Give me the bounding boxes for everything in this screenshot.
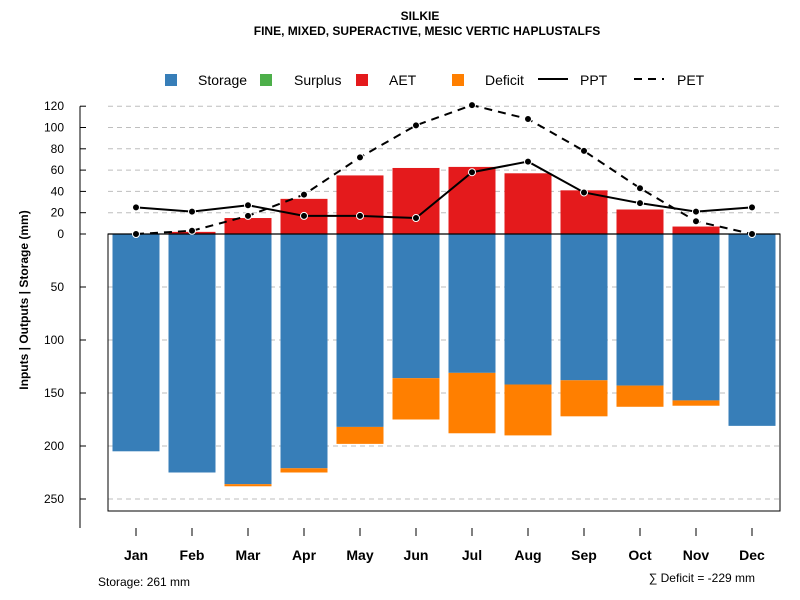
y-tick-label: 100 [44, 121, 64, 135]
aet-bar [392, 167, 440, 234]
y-tick-label: 250 [44, 492, 64, 506]
storage-bar [280, 234, 328, 469]
chart-subtitle: FINE, MIXED, SUPERACTIVE, MESIC VERTIC H… [254, 24, 600, 38]
aet-bar [616, 209, 664, 234]
storage-bar [616, 234, 664, 386]
ppt-point [524, 157, 532, 166]
ppt-point [132, 203, 140, 212]
x-tick-label-oct: Oct [628, 547, 652, 563]
x-tick-label-apr: Apr [292, 547, 317, 563]
x-tick-label-nov: Nov [683, 547, 710, 563]
deficit-bar [280, 468, 328, 473]
aet-bar [448, 166, 496, 234]
x-tick-label-mar: Mar [236, 547, 261, 563]
ppt-point [636, 199, 644, 208]
y-tick-label: 20 [51, 206, 65, 220]
storage-bar [560, 234, 608, 381]
x-tick-label-aug: Aug [514, 547, 541, 563]
storage-bar [728, 234, 776, 426]
deficit-bar [336, 426, 384, 444]
chart-title: SILKIE [401, 9, 440, 23]
x-tick-label-dec: Dec [739, 547, 765, 563]
y-tick-label: 200 [44, 439, 64, 453]
legend-label-pet: PET [677, 72, 705, 88]
pet-point [468, 101, 476, 110]
aet-bar [224, 218, 272, 234]
aet-bar [336, 175, 384, 234]
pet-point [188, 226, 196, 235]
deficit-bar [616, 385, 664, 407]
legend-swatch-surplus [260, 74, 272, 86]
ppt-point [468, 168, 476, 177]
storage-bar [504, 234, 552, 385]
legend-label-surplus: Surplus [294, 72, 341, 88]
y-tick-label: 50 [51, 280, 65, 294]
ppt-point [412, 214, 420, 223]
storage-bar [448, 234, 496, 373]
storage-bar [112, 234, 160, 452]
storage-bar [224, 234, 272, 485]
legend-label-ppt: PPT [580, 72, 608, 88]
storage-total-text: Storage: 261 mm [98, 575, 190, 589]
ppt-point [188, 207, 196, 216]
pet-point [748, 230, 756, 238]
ppt-point [580, 188, 588, 197]
deficit-bar [392, 378, 440, 420]
deficit-bar [560, 380, 608, 417]
storage-bar [336, 234, 384, 427]
ppt-line [135, 160, 753, 220]
ppt-point [692, 207, 700, 216]
y-tick-label: 40 [51, 184, 65, 198]
x-tick-label-sep: Sep [571, 547, 597, 563]
pet-point [300, 190, 308, 199]
pet-point [692, 217, 700, 226]
storage-bar [672, 234, 720, 401]
pet-point [580, 146, 588, 155]
x-tick-label-may: May [346, 547, 373, 563]
ppt-point [244, 201, 252, 210]
deficit-bar [224, 484, 272, 487]
pet-point [132, 230, 140, 238]
storage-bar [392, 234, 440, 379]
ppt-point [300, 211, 308, 220]
deficit-bar [504, 384, 552, 436]
deficit-bar [448, 372, 496, 434]
y-tick-label: 60 [51, 163, 65, 177]
aet-bar [672, 226, 720, 234]
legend-label-deficit: Deficit [485, 72, 524, 88]
ppt-point [356, 211, 364, 220]
x-tick-label-jan: Jan [124, 547, 148, 563]
x-tick-label-feb: Feb [180, 547, 205, 563]
pet-point [524, 114, 532, 123]
ppt-point [748, 203, 756, 212]
x-tick-label-jun: Jun [404, 547, 429, 563]
y-tick-label: 100 [44, 333, 64, 347]
legend-swatch-aet [356, 74, 368, 86]
pet-point [412, 121, 420, 130]
legend-swatch-storage [165, 74, 177, 86]
y-tick-label: 120 [44, 99, 64, 113]
pet-line [135, 104, 753, 235]
aet-bar [560, 190, 608, 234]
y-tick-label: 0 [57, 227, 64, 241]
y-tick-label: 150 [44, 386, 64, 400]
y-tick-label: 80 [51, 142, 65, 156]
x-tick-label-jul: Jul [462, 547, 482, 563]
deficit-total-text: ∑ Deficit = -229 mm [649, 571, 755, 585]
aet-bar [504, 173, 552, 234]
legend-swatch-deficit [452, 74, 464, 86]
deficit-bar [672, 400, 720, 406]
pet-point [244, 211, 252, 220]
legend-label-aet: AET [389, 72, 417, 88]
legend-label-storage: Storage [198, 72, 247, 88]
pet-point [356, 153, 364, 162]
y-axis-label: Inputs | Outputs | Storage (mm) [17, 210, 31, 389]
pet-point [636, 184, 644, 193]
storage-bar [168, 234, 216, 473]
